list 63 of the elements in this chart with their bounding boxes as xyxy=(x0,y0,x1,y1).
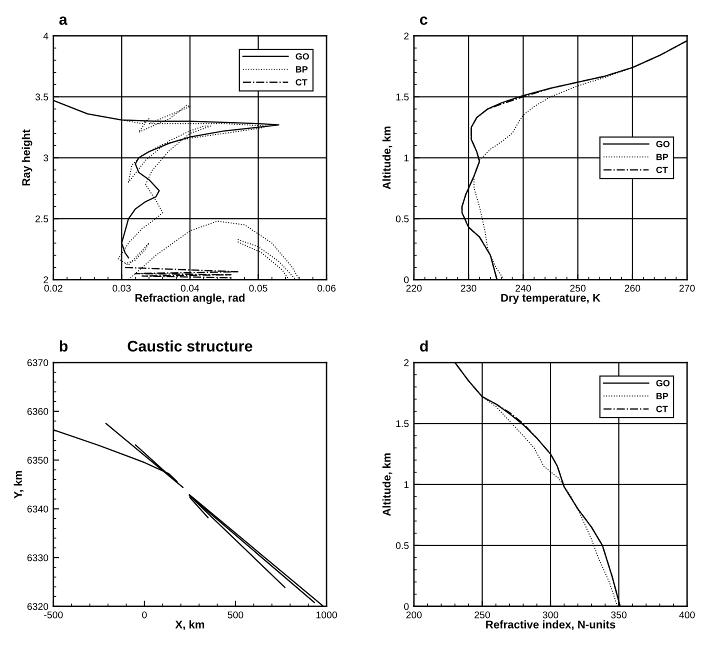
y-tick-label: 6340 xyxy=(27,506,48,512)
x-tick-label: 0.05 xyxy=(249,284,268,292)
y-tick-label: 2 xyxy=(44,276,48,284)
x-tick-label: 0.02 xyxy=(44,284,62,292)
x-tick-label: 270 xyxy=(679,284,695,292)
x-tick-label: 0 xyxy=(142,611,147,618)
chart-title: c xyxy=(420,16,428,25)
chart-subtitle: Caustic structure xyxy=(128,340,252,352)
y-tick-label: 1.5 xyxy=(396,94,409,100)
y-tick-label: 0 xyxy=(404,603,409,610)
legend-label: GO xyxy=(656,140,670,148)
legend-label: BP xyxy=(656,392,668,400)
y-axis-title: Altitude, km xyxy=(382,453,392,516)
chart-title: b xyxy=(60,340,68,352)
legend-label: GO xyxy=(656,380,670,386)
legend-label: CT xyxy=(296,79,308,86)
x-tick-label: 0.04 xyxy=(180,284,200,292)
y-tick-label: 2.5 xyxy=(36,215,48,222)
y-tick-label: 6350 xyxy=(27,456,48,464)
legend-label: GO xyxy=(296,53,310,60)
legend-label: BP xyxy=(296,66,308,72)
x-tick-label: 240 xyxy=(516,284,531,292)
x-axis-title: Dry temperature, K xyxy=(501,294,600,304)
y-tick-label: 6360 xyxy=(27,408,48,415)
y-tick-label: 6330 xyxy=(27,554,48,562)
y-tick-label: 6320 xyxy=(27,603,48,610)
chart-title: a xyxy=(59,16,68,25)
y-axis-title: Y, km xyxy=(14,470,24,498)
y-tick-label: 4 xyxy=(43,32,48,40)
x-tick-label: 500 xyxy=(228,611,244,618)
x-tick-label: -500 xyxy=(44,611,63,618)
y-tick-label: 1.5 xyxy=(396,420,409,428)
x-tick-label: 250 xyxy=(570,284,586,292)
chart-title: d xyxy=(420,340,428,352)
y-tick-label: 1 xyxy=(404,154,409,162)
x-tick-label: 350 xyxy=(611,611,627,618)
legend-label: BP xyxy=(656,154,668,160)
x-tick-label: 400 xyxy=(679,611,695,618)
y-tick-label: 0.5 xyxy=(396,542,409,550)
x-tick-label: 220 xyxy=(406,284,422,292)
y-tick-label: 1 xyxy=(404,481,409,488)
y-axis-title: Altitude, km xyxy=(382,126,392,190)
y-tick-label: 0.5 xyxy=(396,215,409,222)
legend-label: CT xyxy=(656,406,668,412)
x-tick-label: 250 xyxy=(474,611,490,618)
y-tick-label: 2 xyxy=(404,359,409,366)
x-axis-title: Refractive index, N-units xyxy=(486,620,616,630)
y-tick-label: 3.5 xyxy=(35,94,48,100)
y-tick-label: 0 xyxy=(404,276,409,284)
x-tick-label: 230 xyxy=(460,284,476,292)
y-tick-label: 2 xyxy=(404,32,409,40)
x-tick-label: 0.06 xyxy=(317,284,336,292)
x-axis-title: X, km xyxy=(175,620,204,630)
x-axis-title: Refraction angle, rad xyxy=(135,294,244,304)
x-tick-label: 1000 xyxy=(316,611,337,618)
y-tick-label: 6370 xyxy=(27,359,48,366)
legend-label: CT xyxy=(656,166,668,174)
y-axis-title: Ray height xyxy=(22,129,32,186)
x-tick-label: 260 xyxy=(624,284,640,292)
y-tick-label: 3 xyxy=(44,154,48,162)
x-tick-label: 300 xyxy=(542,611,558,618)
x-tick-label: 200 xyxy=(406,611,422,618)
x-tick-label: 0.03 xyxy=(112,284,131,292)
